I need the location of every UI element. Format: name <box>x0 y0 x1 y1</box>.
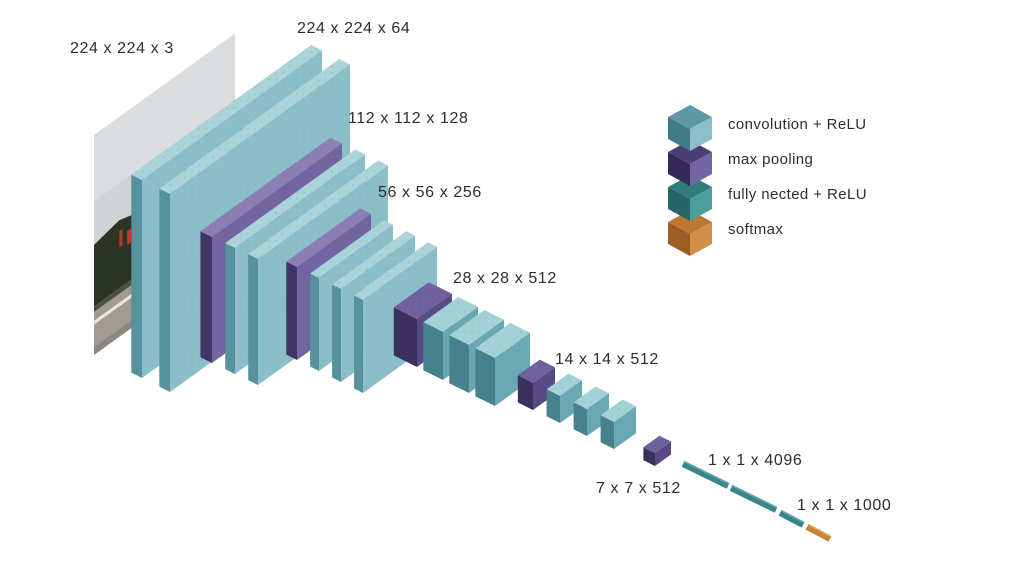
softmax-layer-dash <box>805 523 832 542</box>
fc-layer-dash <box>729 484 778 513</box>
layer-dimension-label: 224 x 224 x 3 <box>70 40 174 57</box>
legend-cube-pool <box>668 140 712 186</box>
legend-label-softmax: softmax <box>728 221 784 238</box>
conv-layer-block <box>546 373 582 423</box>
pool-layer-block <box>643 435 671 466</box>
fc-layer-dash <box>778 509 805 528</box>
layer-dimension-label: 224 x 224 x 64 <box>297 20 411 37</box>
legend-label-max-pooling: max pooling <box>728 151 814 168</box>
layer-dimension-label: 56 x 56 x 256 <box>378 184 482 201</box>
layer-dimension-label: 14 x 14 x 512 <box>555 351 659 368</box>
layer-dimension-label: 28 x 28 x 512 <box>453 270 557 287</box>
legend-cube-fc <box>668 175 712 221</box>
layer-dimension-label: 1 x 1 x 1000 <box>797 497 892 514</box>
conv-layer-block <box>573 386 609 436</box>
legend-label-fully-connected: fully nected + ReLU <box>728 186 867 203</box>
conv-layer-block <box>600 399 636 449</box>
fc-layer-dash <box>681 460 730 489</box>
legend-cube-conv <box>668 105 712 151</box>
conv-layer-block <box>475 323 530 406</box>
legend-label-convolution: convolution + ReLU <box>728 116 867 133</box>
legend-cube-column <box>668 105 712 256</box>
layer-dimension-label: 1 x 1 x 4096 <box>708 452 803 469</box>
layer-dimension-label: 112 x 112 x 128 <box>348 110 469 127</box>
layer-dimension-label: 7 x 7 x 512 <box>596 480 681 497</box>
pool-layer-block <box>517 359 555 410</box>
legend-cube-softmax <box>668 210 712 256</box>
